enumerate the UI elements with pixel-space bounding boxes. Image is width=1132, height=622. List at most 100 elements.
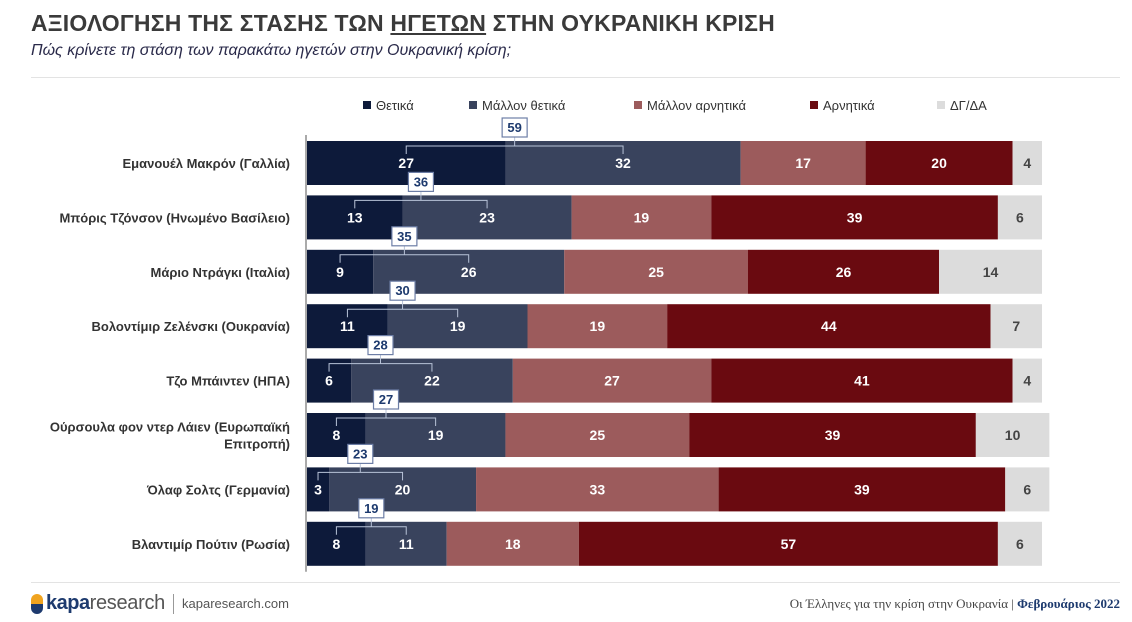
title-text-start: ΑΞΙΟΛΟΓΗΣΗ ΤΗΣ ΣΤΑΣΗΣ ΤΩΝ	[31, 10, 391, 36]
data-label-0: 11	[340, 318, 355, 334]
positive-total-label: 27	[379, 392, 393, 407]
bar-segment-3	[578, 521, 998, 566]
positive-total-label: 30	[395, 283, 409, 298]
bar-segment-4	[1012, 141, 1042, 185]
data-label-0: 27	[398, 155, 414, 171]
bar-segment-3	[667, 304, 991, 349]
data-label-1: 11	[399, 536, 414, 552]
data-label-4: 4	[1023, 373, 1031, 389]
footer-divider	[31, 582, 1120, 583]
data-label-4: 6	[1023, 481, 1031, 497]
bar-segment-4	[990, 304, 1042, 349]
positive-total-box	[389, 280, 416, 301]
data-label-4: 7	[1012, 318, 1020, 334]
category-label: Βλαντιμίρ Πούτιν (Ρωσία)	[132, 537, 290, 552]
legend-swatch-3	[810, 101, 818, 109]
data-label-3: 39	[854, 481, 870, 497]
brand-website: kaparesearch.com	[182, 596, 289, 611]
data-label-0: 8	[333, 536, 341, 552]
data-label-3: 57	[781, 536, 797, 552]
bar-segment-3	[718, 467, 1006, 512]
legend-swatch-0	[363, 101, 371, 109]
legend-swatch-4	[937, 101, 945, 109]
bar-segment-3	[748, 249, 940, 294]
legend-swatch-2	[634, 101, 642, 109]
bar-segment-4	[975, 413, 1050, 457]
data-label-2: 19	[590, 318, 606, 334]
header-divider	[31, 77, 1120, 78]
footer-brand: kapa research kaparesearch.com	[31, 592, 289, 615]
title-text-end: ΣΤΗΝ ΟΥΚΡΑΝΙΚΗ ΚΡΙΣΗ	[486, 10, 775, 36]
data-label-2: 18	[505, 536, 521, 552]
positive-total-label: 19	[364, 501, 378, 516]
category-label: Τζο Μπάιντεν (ΗΠΑ)	[166, 374, 290, 389]
legend-label-4: ΔΓ/ΔΑ	[950, 98, 987, 113]
positive-total-box	[347, 443, 374, 464]
data-label-0: 8	[333, 427, 341, 443]
title-text-underlined: ΗΓΕΤΩΝ	[390, 10, 487, 36]
data-label-0: 13	[347, 209, 363, 225]
data-label-4: 10	[1005, 427, 1021, 443]
data-label-1: 23	[479, 209, 495, 225]
data-label-2: 25	[590, 427, 606, 443]
bar-segment-2	[446, 521, 579, 566]
bar-segment-2	[564, 249, 748, 294]
kapa-logo-icon	[31, 593, 43, 614]
data-label-0: 3	[314, 481, 322, 497]
bar-segment-3	[865, 141, 1013, 185]
data-label-1: 22	[424, 373, 440, 389]
data-label-1: 26	[461, 264, 477, 280]
positive-total-label: 23	[353, 446, 367, 461]
page-title: ΑΞΙΟΛΟΓΗΣΗ ΤΗΣ ΣΤΑΣΗΣ ΤΩΝ ΗΓΕΤΩΝ ΣΤΗΝ ΟΥ…	[31, 10, 775, 37]
data-label-3: 26	[836, 264, 852, 280]
legend-label-2: Μάλλον αρνητικά	[647, 98, 746, 113]
bar-segment-3	[711, 358, 1013, 403]
bar-segment-4	[1012, 358, 1042, 403]
category-label: Βολοντίμιρ Ζελένσκι (Ουκρανία)	[92, 319, 290, 334]
category-label: Μάριο Ντράγκι (Ιταλία)	[151, 265, 291, 280]
bar-segment-2	[571, 195, 712, 240]
bar-segment-3	[711, 195, 998, 240]
data-label-1: 19	[450, 318, 466, 334]
data-label-1: 32	[615, 155, 631, 171]
brand-name-bold: kapa	[46, 592, 90, 614]
bar-segment-4	[1005, 467, 1050, 512]
data-label-2: 17	[795, 155, 811, 171]
data-label-0: 9	[336, 264, 344, 280]
positive-total-label: 35	[397, 229, 411, 244]
data-label-4: 4	[1023, 155, 1031, 171]
positive-total-box	[407, 171, 435, 192]
data-label-2: 33	[590, 481, 606, 497]
positive-total-label: 36	[414, 174, 428, 189]
data-label-0: 6	[325, 373, 333, 389]
positive-total-box	[358, 498, 385, 519]
footer-report-info: Οι Έλληνες για την κρίση στην Ουκρανία |…	[790, 596, 1120, 612]
bar-segment-3	[689, 413, 976, 457]
bar-segment-2	[527, 304, 668, 349]
data-label-2: 25	[648, 264, 664, 280]
positive-total-label: 28	[373, 338, 387, 353]
positive-total-box	[391, 226, 418, 247]
data-label-1: 19	[428, 427, 444, 443]
report-title: Οι Έλληνες για την κρίση στην Ουκρανία |	[789, 596, 1018, 611]
category-label: Μπόρις Τζόνσον (Ηνωμένο Βασίλειο)	[60, 210, 291, 225]
report-date: Φεβρουάριος 2022	[1017, 596, 1120, 611]
data-label-4: 14	[983, 264, 999, 280]
brand-separator	[173, 593, 175, 614]
bar-segment-0	[307, 467, 330, 512]
brand-name-light: research	[89, 592, 166, 614]
data-label-3: 44	[821, 318, 837, 334]
bar-segment-4	[939, 249, 1042, 294]
positive-total-box	[367, 335, 394, 356]
legend-label-1: Μάλλον θετικά	[482, 98, 566, 113]
data-label-3: 39	[847, 209, 863, 225]
data-label-4: 6	[1016, 536, 1024, 552]
bar-segment-2	[740, 141, 866, 185]
data-label-4: 6	[1016, 209, 1024, 225]
positive-total-label: 59	[507, 120, 521, 135]
category-label: Όλαφ Σολτς (Γερμανία)	[146, 482, 290, 497]
legend-label-3: Αρνητικά	[823, 98, 875, 113]
legend-swatch-1	[469, 101, 477, 109]
bar-segment-2	[512, 358, 712, 403]
